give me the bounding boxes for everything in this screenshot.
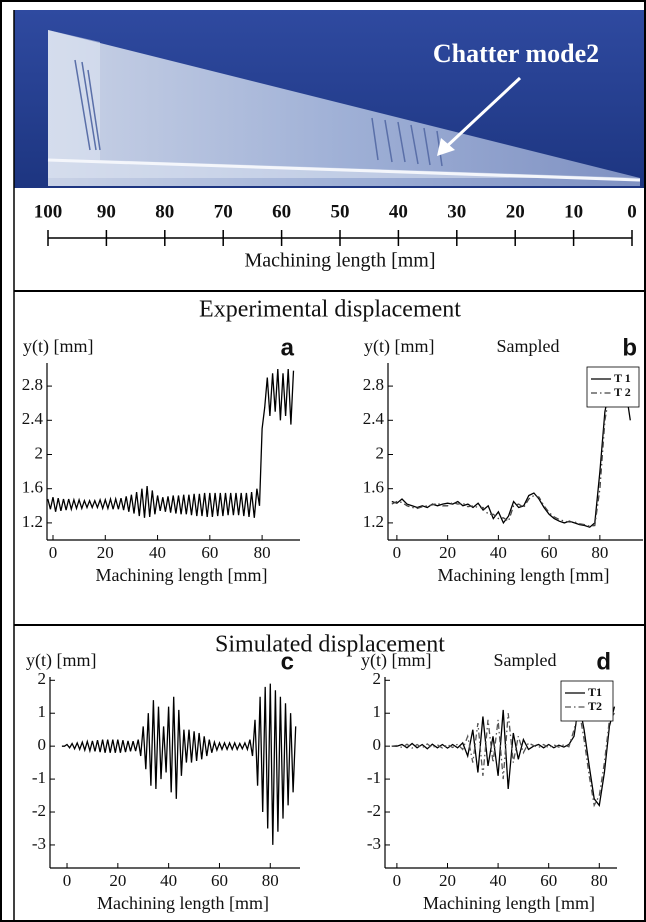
workpiece-edge [47,158,641,182]
ruler-tick-label: 90 [97,201,116,222]
x-axis-label: Machining length [mm] [438,565,610,585]
section-title: Experimental displacement [199,297,461,323]
y-tick-label: -2 [367,801,381,820]
x-tick-label: 80 [254,543,271,562]
y-tick-label: 1.2 [363,512,384,531]
y-tick-label: 1.6 [22,478,43,497]
y-tick-label: 2.4 [363,409,385,428]
panel-letter: c [281,648,294,675]
y-tick-label: 2.8 [22,375,43,394]
series-line [391,709,616,808]
y-tick-label: 2 [35,443,44,462]
ruler-tick-label: 20 [506,201,525,222]
series-line [391,379,631,527]
legend-label: T 1 [614,371,631,385]
chatter-marks [74,59,443,167]
y-tick-label: -2 [32,801,46,820]
x-tick-label: 0 [63,871,72,890]
annotation: Sampled [494,650,557,670]
x-tick-label: 60 [540,871,557,890]
section-title: Simulated displacement [215,632,445,658]
x-axis-label: Machining length [mm] [97,893,269,913]
ruler-tick-label: 0 [627,201,637,222]
x-tick-label: 60 [541,543,558,562]
x-tick-label: 80 [591,543,608,562]
x-tick-label: 20 [109,871,126,890]
annotation: Sampled [497,336,560,356]
ruler-tick-label: 80 [155,201,174,222]
y-tick-label: -1 [32,768,46,787]
y-tick-label: 2 [376,443,385,462]
y-axis-label: y(t) [mm] [361,650,431,671]
ruler-label: Machining length [mm] [244,250,435,272]
x-tick-label: 0 [49,543,58,562]
y-tick-label: 1.6 [363,478,384,497]
x-tick-label: 0 [393,871,402,890]
x-tick-label: 20 [439,871,456,890]
y-tick-label: 2 [38,669,47,688]
y-axis-label: y(t) [mm] [26,650,96,671]
ruler-tick-label: 40 [389,201,408,222]
legend-label: T1 [588,685,602,699]
x-tick-label: 40 [149,543,166,562]
legend-box [586,366,640,408]
x-tick-label: 0 [393,543,402,562]
workpiece [48,30,640,186]
ruler-tick-label: 60 [272,201,291,222]
annotation-arrowhead [437,138,455,156]
ruler-tick-label: 10 [564,201,583,222]
y-tick-label: 1 [38,702,47,721]
y-axis-label: y(t) [mm] [364,336,434,357]
y-tick-label: 2.4 [22,409,44,428]
x-tick-label: 60 [201,543,218,562]
panel-letter: b [622,334,637,361]
x-tick-label: 40 [490,543,507,562]
x-tick-label: 60 [211,871,228,890]
x-tick-label: 80 [262,871,279,890]
x-tick-label: 40 [160,871,177,890]
legend-box [560,680,614,722]
panel-letter: d [596,648,611,675]
signal-line [61,683,297,845]
x-axis-label: Machining length [mm] [96,565,268,585]
legend-label: T 2 [614,385,631,399]
x-tick-label: 20 [439,543,456,562]
y-tick-label: -3 [32,834,46,853]
y-tick-label: 0 [38,735,47,754]
annotation-arrow [443,76,522,150]
y-tick-label: 2.8 [363,375,384,394]
signal-line [47,368,295,518]
x-tick-label: 20 [97,543,114,562]
x-tick-label: 40 [490,871,507,890]
ruler-tick-label: 50 [331,201,350,222]
x-tick-label: 80 [591,871,608,890]
y-tick-label: 1.2 [22,512,43,531]
ruler-tick-label: 30 [447,201,466,222]
y-axis-label: y(t) [mm] [23,336,93,357]
y-tick-label: 0 [373,735,382,754]
y-tick-label: -1 [367,768,381,787]
y-tick-label: -3 [367,834,381,853]
ruler-tick-label: 70 [214,201,233,222]
y-tick-label: 2 [373,669,382,688]
legend-label: T2 [588,699,602,713]
panel-letter: a [281,334,295,361]
photo-annotation: Chatter mode2 [433,39,599,68]
x-axis-label: Machining length [mm] [423,893,595,913]
ruler-tick-label: 100 [34,201,63,222]
y-tick-label: 1 [373,702,382,721]
